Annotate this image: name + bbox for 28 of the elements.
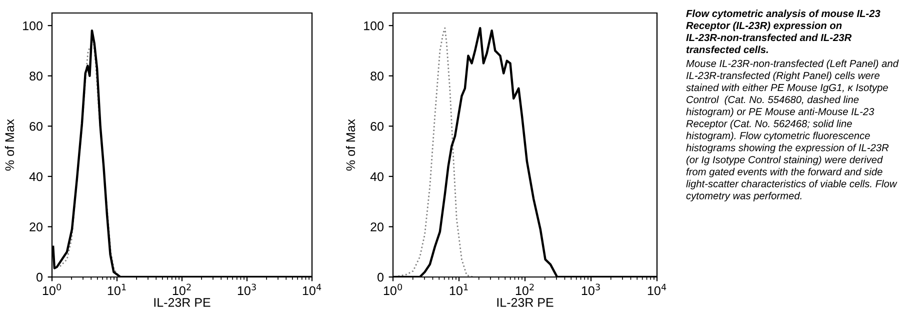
y-tick-label: 40 [370, 172, 384, 182]
y-tick-label: 20 [30, 222, 42, 232]
x-tick-label: 10$^{1}$ [450, 284, 468, 296]
x-tick-label: 10$^{1}$ [108, 284, 126, 296]
text: Flow cytometric analysis of mouse IL-23 Receptor (IL-23R) expression on IL-23R-non-transfected and IL-23R transfected cells. [686, 10, 880, 54]
x-tick-label: 10$^{4}$ [648, 284, 666, 296]
x-tick-label: 10$^{3}$ [582, 284, 600, 296]
y-tick-label: 80 [370, 72, 384, 81]
y-tick-label: 80 [30, 72, 42, 81]
y-tick-label: 60 [370, 122, 384, 131]
y-axis-title: % of Max [4, 119, 14, 171]
x-axis-title: IL-23R PE [497, 298, 554, 307]
x-tick-label: 10$^{0}$ [384, 284, 402, 296]
x-tick-label: 10$^{0}$ [42, 284, 62, 296]
x-tick-label: 10$^{3}$ [238, 284, 256, 296]
x-tick-label: 10$^{2}$ [172, 284, 191, 296]
text: Mouse IL-23R-non-transfected (Left Panel) and IL-23R-transfected (Right Panel) cells were stained with either PE Mouse IgG1, κ Isotype Control (Cat. No. 554680, dashed line histogram) or PE Mouse anti-Mouse IL-23 Receptor (Cat. No. 562468; solid line histogram). Flow cytometric fluorescence histograms showing the expression of IL-23R (or Ig Isotype Control staining) were derived from gated events with the forward and side light-scatter characteristics of viable cells. Flow cytometry was performed. [686, 60, 899, 202]
y-tick-label: 20 [370, 222, 384, 232]
x-tick-label: 10$^{4}$ [302, 284, 322, 296]
y-axis-title: % of Max [346, 119, 356, 171]
y-tick-label: 0 [378, 272, 384, 282]
x-tick-label: 10$^{2}$ [516, 284, 534, 296]
y-tick-label: 100 [364, 21, 384, 30]
y-tick-label: 60 [30, 122, 42, 131]
y-tick-label: 40 [29, 172, 42, 182]
y-tick-label: 0 [36, 272, 42, 282]
x-axis-title: IL-23R PE [154, 298, 210, 307]
y-tick-label: 100 [23, 21, 42, 30]
